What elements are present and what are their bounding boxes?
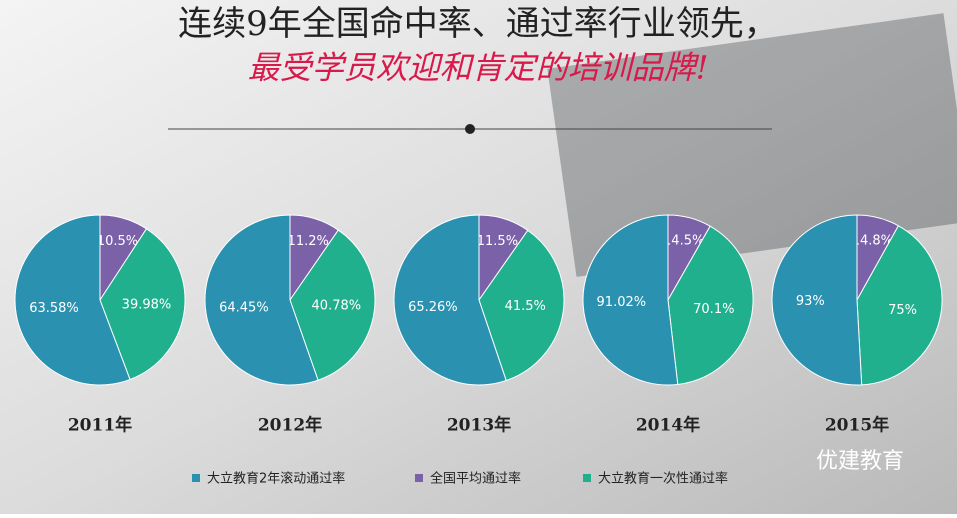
title: 连续9年全国命中率、通过率行业领先， — [178, 4, 778, 44]
pie-title: 2014年 — [636, 415, 700, 436]
slice-label: 63.58% — [29, 301, 79, 316]
slice-label: 39.98% — [122, 298, 172, 313]
pie-slice — [582, 214, 679, 386]
pie-title: 2011年 — [68, 415, 132, 436]
pie-slice — [204, 214, 319, 386]
slice-label: 10.5% — [97, 234, 138, 249]
divider-dot — [465, 124, 475, 134]
legend-label: 全国平均通过率 — [430, 471, 521, 487]
slice-label: 14.8% — [852, 233, 893, 248]
slice-label: 41.5% — [505, 299, 546, 314]
pie-title: 2015年 — [825, 415, 889, 436]
slice-label: 91.02% — [597, 295, 647, 310]
watermark: 优建教育 — [816, 449, 904, 474]
legend-label: 大立教育一次性通过率 — [598, 471, 728, 487]
pie-slice — [14, 214, 131, 386]
slice-label: 11.5% — [477, 234, 518, 249]
slice-label: 11.2% — [288, 234, 329, 249]
slice-label: 14.5% — [663, 233, 704, 248]
slice-label: 65.26% — [408, 300, 458, 315]
pie-slice — [99, 228, 186, 381]
subtitle: 最受学员欢迎和肯定的培训品牌! — [248, 49, 709, 87]
legend-swatch — [583, 474, 591, 482]
pie-slice — [771, 214, 863, 386]
pie-slice — [478, 229, 565, 382]
legend-label: 大立教育2年滚动通过率 — [207, 471, 345, 487]
slice-label: 64.45% — [219, 300, 269, 315]
legend-swatch — [415, 474, 423, 482]
pie-title: 2012年 — [258, 415, 322, 436]
pie-slice — [856, 225, 943, 386]
pie-title: 2013年 — [447, 415, 511, 436]
pie-slice — [667, 225, 754, 385]
slice-label: 75% — [888, 303, 917, 318]
slice-label: 93% — [796, 294, 825, 309]
slice-label: 40.78% — [312, 299, 362, 314]
legend-swatch — [192, 474, 200, 482]
laptop-backdrop — [547, 13, 957, 277]
slice-label: 70.1% — [693, 302, 734, 317]
pie-slice — [393, 214, 507, 386]
pie-slice — [289, 229, 376, 381]
